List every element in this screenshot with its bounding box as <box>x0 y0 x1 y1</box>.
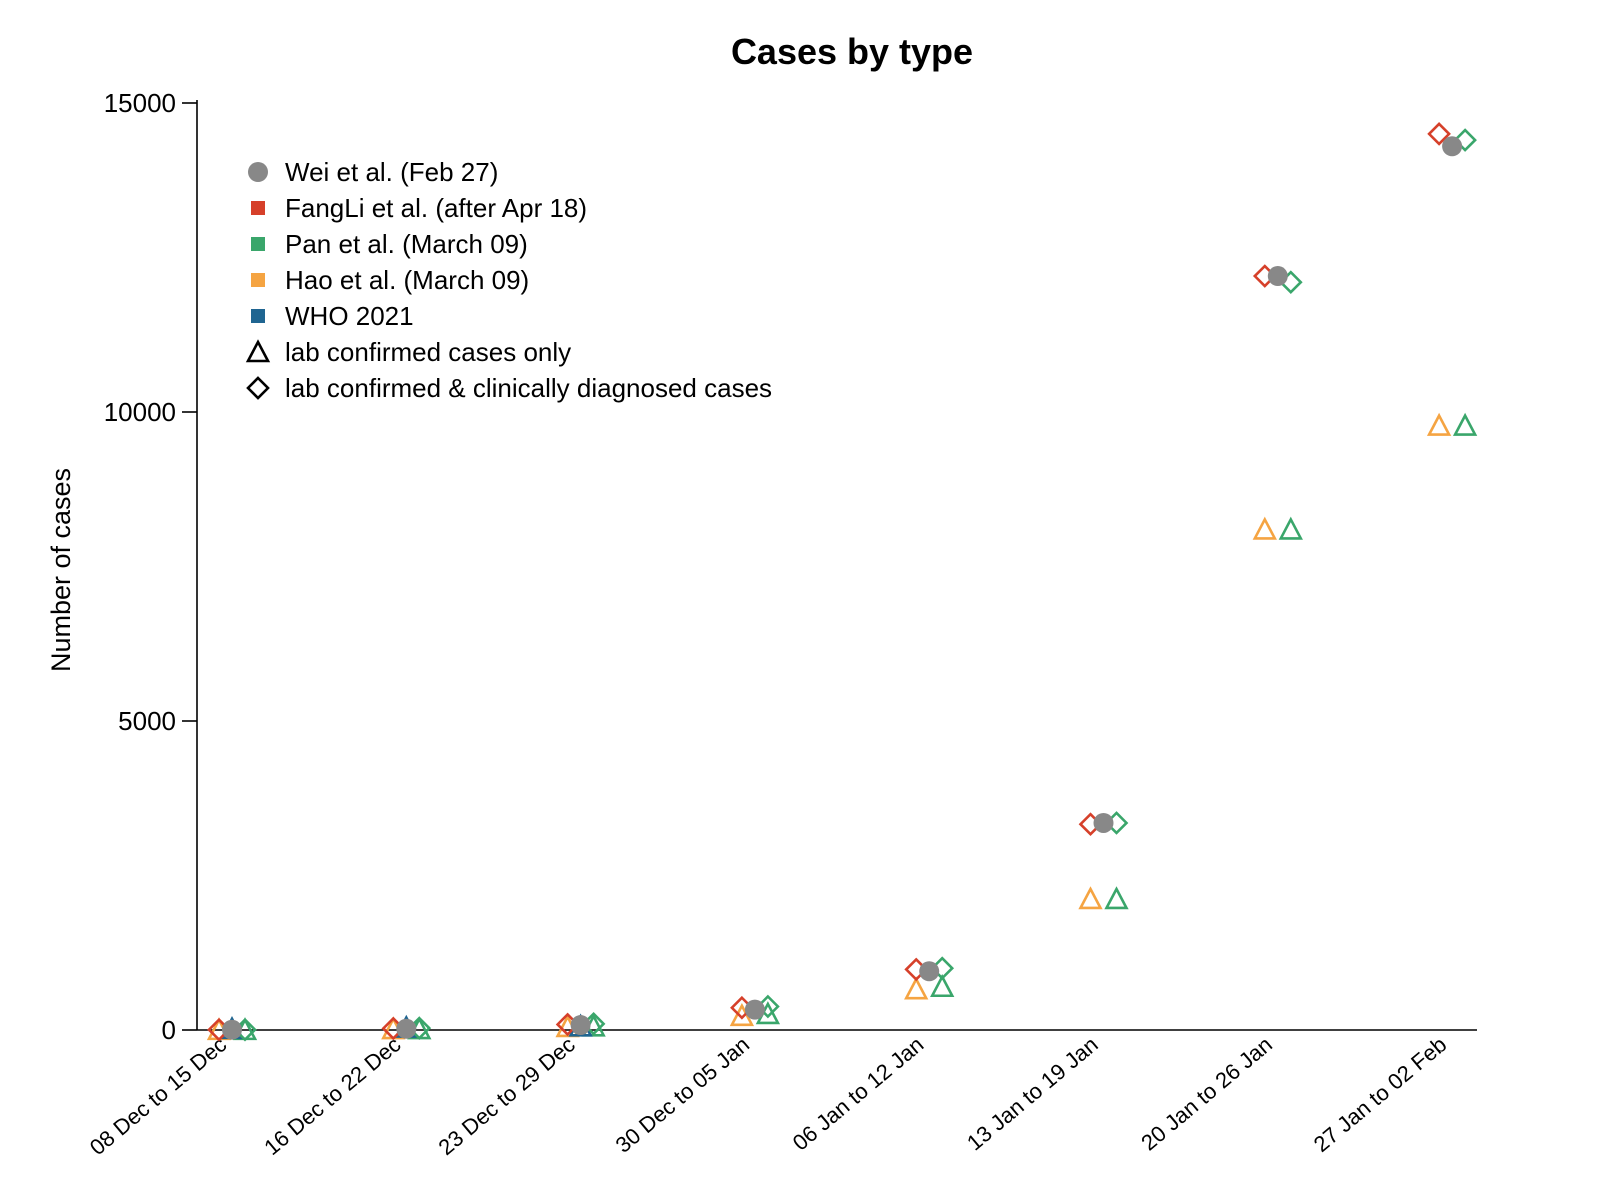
x-tick-label: 06 Jan to 12 Jan <box>788 1032 929 1156</box>
data-point <box>1452 412 1478 436</box>
legend: Wei et al. (Feb 27) FangLi et al. (after … <box>245 157 772 403</box>
data-point <box>1427 122 1451 146</box>
y-axis-label: Number of cases <box>46 468 76 672</box>
data-point <box>1078 886 1103 910</box>
x-ticks: 08 Dec to 15 Dec 16 Dec to 22 Dec 23 Dec t… <box>85 1032 1451 1160</box>
legend-marker <box>248 162 268 182</box>
chart-title: Cases by type <box>731 31 973 72</box>
legend-item: lab confirmed cases only <box>245 337 571 367</box>
y-tick-label: 5000 <box>118 706 176 736</box>
legend-marker <box>251 273 265 287</box>
legend-label: Pan et al. (March 09) <box>285 229 528 259</box>
x-tick-label: 08 Dec to 15 Dec <box>85 1032 231 1160</box>
legend-label: Hao et al. (March 09) <box>285 265 529 295</box>
legend-item: lab confirmed & clinically diagnosed cas… <box>246 373 772 403</box>
legend-label: lab confirmed & clinically diagnosed cas… <box>285 373 772 403</box>
y-tick-label: 15000 <box>104 88 176 118</box>
legend-marker <box>251 309 265 323</box>
x-tick-label: 30 Dec to 05 Jan <box>611 1032 754 1158</box>
x-tick-label: 23 Dec to 29 Dec <box>434 1032 580 1160</box>
data-point <box>930 973 955 998</box>
legend-item: WHO 2021 <box>251 301 414 331</box>
legend-item: Hao et al. (March 09) <box>251 265 529 295</box>
legend-label: FangLi et al. (after Apr 18) <box>285 193 587 223</box>
legend-item: Wei et al. (Feb 27) <box>248 157 498 187</box>
data-point <box>1453 128 1477 152</box>
legend-item: Pan et al. (March 09) <box>251 229 528 259</box>
legend-label: WHO 2021 <box>285 301 414 331</box>
data-point <box>1442 136 1463 157</box>
data-point <box>570 1015 591 1036</box>
data-point <box>1426 412 1452 436</box>
data-point <box>904 976 929 1000</box>
legend-label: Wei et al. (Feb 27) <box>285 157 498 187</box>
data-points <box>206 122 1478 1042</box>
x-tick-label: 20 Jan to 26 Jan <box>1136 1032 1277 1156</box>
x-tick-label: 27 Jan to 02 Feb <box>1309 1032 1452 1157</box>
x-tick-label: 13 Jan to 19 Jan <box>962 1032 1103 1156</box>
legend-marker <box>246 376 270 400</box>
legend-marker <box>245 339 271 363</box>
y-tick-label: 10000 <box>104 397 176 427</box>
data-point <box>1093 812 1114 833</box>
data-point <box>222 1019 242 1040</box>
y-ticks: 0 5000 10000 15000 <box>104 88 197 1045</box>
legend-item: FangLi et al. (after Apr 18) <box>251 193 587 223</box>
legend-label: lab confirmed cases only <box>285 337 571 367</box>
legend-marker <box>251 237 265 251</box>
legend-marker <box>251 201 265 215</box>
data-point <box>1278 516 1303 540</box>
data-point <box>1104 886 1129 910</box>
data-point <box>1252 516 1277 540</box>
y-tick-label: 0 <box>162 1015 176 1045</box>
data-point <box>744 999 765 1020</box>
x-tick-label: 16 Dec to 22 Dec <box>259 1032 405 1160</box>
data-point <box>396 1018 417 1039</box>
data-point <box>1267 266 1288 287</box>
data-point <box>919 961 940 982</box>
